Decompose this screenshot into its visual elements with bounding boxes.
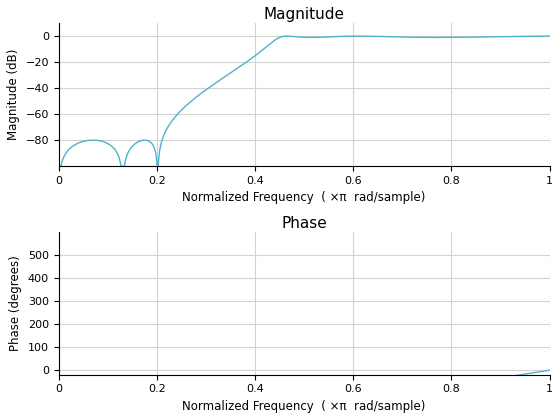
X-axis label: Normalized Frequency  ( ×π  rad/sample): Normalized Frequency ( ×π rad/sample): [183, 400, 426, 413]
Title: Phase: Phase: [281, 215, 327, 231]
Y-axis label: Magnitude (dB): Magnitude (dB): [7, 49, 20, 140]
X-axis label: Normalized Frequency  ( ×π  rad/sample): Normalized Frequency ( ×π rad/sample): [183, 192, 426, 205]
Y-axis label: Phase (degrees): Phase (degrees): [10, 255, 22, 351]
Title: Magnitude: Magnitude: [264, 7, 344, 22]
